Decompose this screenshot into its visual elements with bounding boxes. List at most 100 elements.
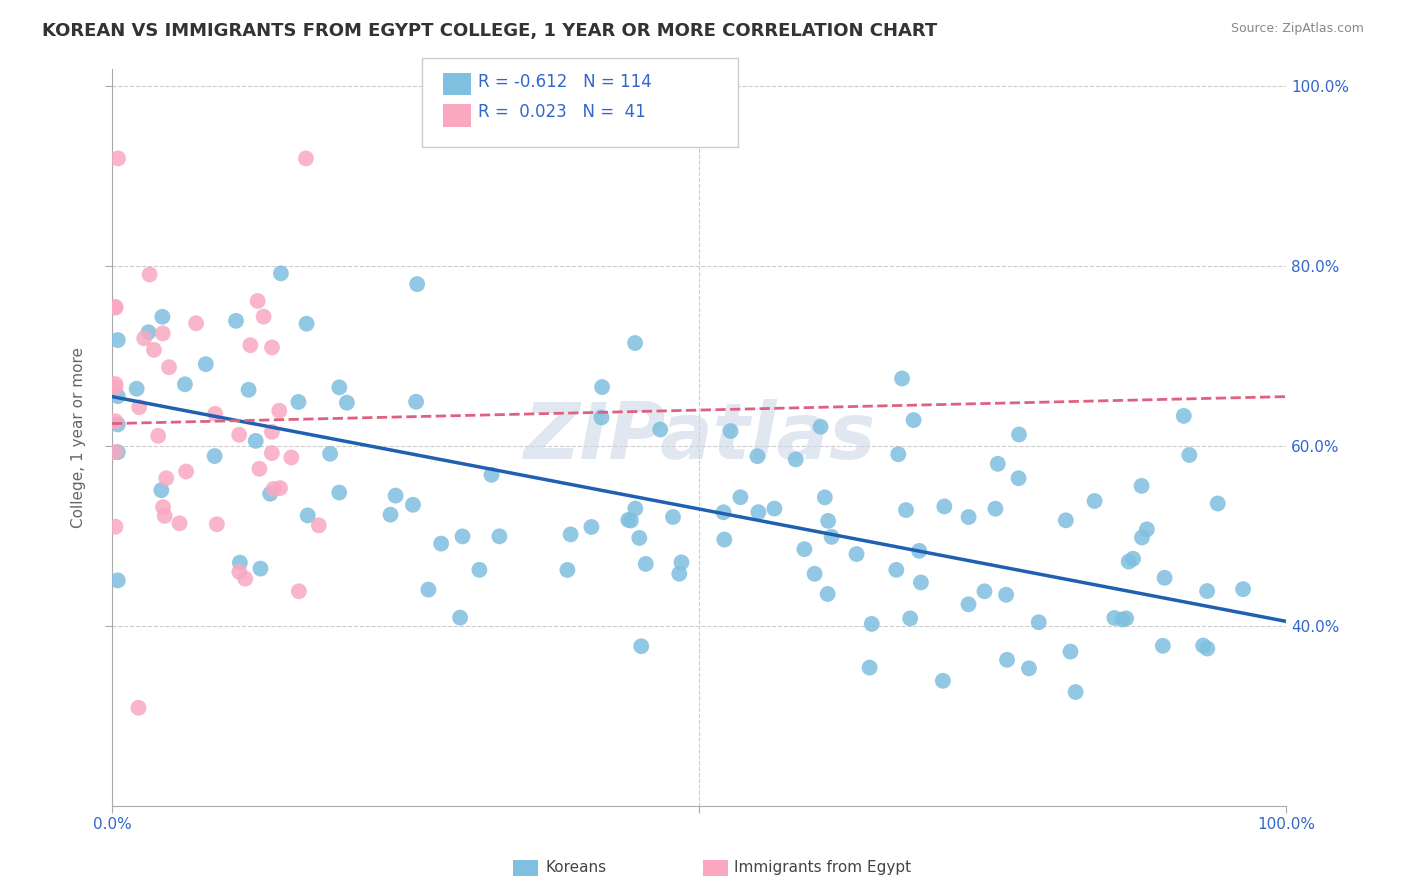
Point <box>134 331 156 345</box>
Text: Immigrants from Egypt: Immigrants from Egypt <box>734 860 911 874</box>
Point <box>1115 611 1137 625</box>
Point <box>730 490 752 504</box>
Point <box>1059 644 1081 658</box>
Point <box>720 424 742 438</box>
Point <box>107 333 129 347</box>
Point <box>591 380 613 394</box>
Point <box>238 383 260 397</box>
Point <box>247 462 270 476</box>
Point <box>671 555 693 569</box>
Point <box>280 450 302 465</box>
Point <box>239 338 262 352</box>
Point <box>155 471 177 485</box>
Point <box>810 419 832 434</box>
Point <box>252 310 274 324</box>
Point <box>384 489 406 503</box>
Point <box>451 529 474 543</box>
Point <box>1083 494 1105 508</box>
Point <box>328 380 350 394</box>
Point <box>668 566 690 581</box>
Point <box>107 152 129 166</box>
Point <box>1130 531 1153 545</box>
Point <box>405 394 427 409</box>
Point <box>803 566 825 581</box>
Point <box>1197 641 1219 656</box>
Point <box>152 500 174 515</box>
Point <box>624 336 647 351</box>
Point <box>934 500 956 514</box>
Point <box>747 505 769 519</box>
Point <box>1018 661 1040 675</box>
Point <box>104 380 127 394</box>
Point <box>308 518 330 533</box>
Point <box>557 563 579 577</box>
Point <box>107 417 129 432</box>
Point <box>1118 555 1140 569</box>
Point <box>617 513 640 527</box>
Point <box>1153 571 1175 585</box>
Point <box>858 660 880 674</box>
Point <box>174 465 197 479</box>
Point <box>984 501 1007 516</box>
Point <box>995 588 1018 602</box>
Point <box>1028 615 1050 630</box>
Point <box>845 547 868 561</box>
Point <box>1007 471 1029 485</box>
Point <box>150 310 173 324</box>
Point <box>1111 612 1133 626</box>
Point <box>910 575 932 590</box>
Point <box>104 519 127 533</box>
Point <box>107 574 129 588</box>
Point <box>713 533 735 547</box>
Point <box>157 360 180 375</box>
Point <box>246 293 269 308</box>
Point <box>894 503 917 517</box>
Point <box>169 516 191 531</box>
Point <box>205 517 228 532</box>
Point <box>1136 522 1159 536</box>
Point <box>932 673 955 688</box>
Point <box>128 700 150 714</box>
Point <box>104 414 127 428</box>
Point <box>269 481 291 495</box>
Point <box>270 266 292 280</box>
Point <box>1064 685 1087 699</box>
Point <box>1152 639 1174 653</box>
Point <box>430 536 453 550</box>
Point <box>150 483 173 498</box>
Point <box>125 382 148 396</box>
Point <box>1054 513 1077 527</box>
Point <box>747 449 769 463</box>
Point <box>228 427 250 442</box>
Point <box>793 542 815 557</box>
Point <box>481 467 503 482</box>
Point <box>957 597 980 611</box>
Point <box>229 556 252 570</box>
Point <box>898 611 921 625</box>
Point <box>817 514 839 528</box>
Point <box>269 403 291 417</box>
Point <box>628 531 651 545</box>
Text: ZIPatlas: ZIPatlas <box>523 399 875 475</box>
Point <box>1192 639 1215 653</box>
Text: R =  0.023   N =  41: R = 0.023 N = 41 <box>478 103 645 121</box>
Point <box>957 510 980 524</box>
Point <box>860 616 883 631</box>
Point <box>263 482 285 496</box>
Point <box>295 317 318 331</box>
Point <box>1008 427 1031 442</box>
Point <box>662 510 685 524</box>
Point <box>581 520 603 534</box>
Point <box>104 377 127 392</box>
Point <box>620 514 643 528</box>
Point <box>887 447 910 461</box>
Point <box>152 326 174 341</box>
Point <box>260 340 283 354</box>
Point <box>650 423 672 437</box>
Point <box>418 582 440 597</box>
Point <box>336 395 359 409</box>
Point <box>260 425 283 439</box>
Point <box>319 447 342 461</box>
Point <box>225 314 247 328</box>
Point <box>328 485 350 500</box>
